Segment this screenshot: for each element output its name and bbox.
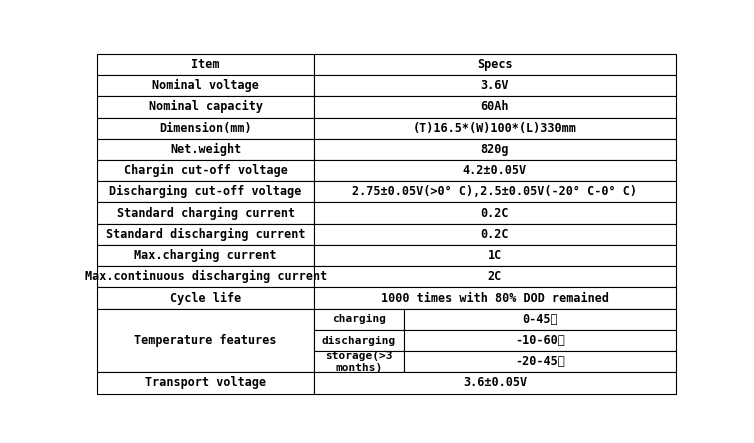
Bar xyxy=(97,181,314,202)
Bar xyxy=(314,351,404,373)
Bar xyxy=(97,117,314,139)
Bar xyxy=(314,309,404,330)
Text: 2.75±0.05V(>0° C),2.5±0.05V(-20° C-0° C): 2.75±0.05V(>0° C),2.5±0.05V(-20° C-0° C) xyxy=(352,185,637,198)
Text: Item: Item xyxy=(192,58,220,71)
Text: 4.2±0.05V: 4.2±0.05V xyxy=(463,164,527,177)
Text: Transport voltage: Transport voltage xyxy=(145,377,266,389)
Bar xyxy=(97,288,314,309)
Text: Nominal voltage: Nominal voltage xyxy=(152,79,259,92)
Bar xyxy=(314,266,676,288)
Bar xyxy=(97,160,314,181)
Text: 3.6±0.05V: 3.6±0.05V xyxy=(463,377,527,389)
Text: charging: charging xyxy=(332,314,386,324)
Text: 1000 times with 80% DOD remained: 1000 times with 80% DOD remained xyxy=(381,291,609,304)
Text: -20-45℃: -20-45℃ xyxy=(515,355,565,368)
Bar xyxy=(314,288,676,309)
Text: Cycle life: Cycle life xyxy=(170,291,241,305)
Text: Discharging cut-off voltage: Discharging cut-off voltage xyxy=(109,185,302,198)
Text: 3.6V: 3.6V xyxy=(480,79,509,92)
Bar xyxy=(314,245,676,266)
Bar xyxy=(314,139,676,160)
Bar xyxy=(97,266,314,288)
Text: storage(>3
months): storage(>3 months) xyxy=(325,351,393,373)
Text: 0.2C: 0.2C xyxy=(480,206,509,220)
Bar xyxy=(314,117,676,139)
Text: Net.weight: Net.weight xyxy=(170,143,241,156)
Bar xyxy=(97,224,314,245)
Text: Specs: Specs xyxy=(477,58,513,71)
Bar xyxy=(404,330,676,351)
Text: Nominal capacity: Nominal capacity xyxy=(149,101,262,113)
Bar xyxy=(314,373,676,393)
Bar xyxy=(404,309,676,330)
Text: Max.continuous discharging current: Max.continuous discharging current xyxy=(84,270,326,284)
Text: Standard discharging current: Standard discharging current xyxy=(106,228,305,241)
Text: 0.2C: 0.2C xyxy=(480,228,509,241)
Text: 1C: 1C xyxy=(488,249,502,262)
Text: discharging: discharging xyxy=(322,335,396,346)
Bar xyxy=(97,54,314,75)
Text: Dimension(mm): Dimension(mm) xyxy=(159,122,252,135)
Bar xyxy=(314,96,676,117)
Text: 0-45℃: 0-45℃ xyxy=(522,313,557,326)
Text: Chargin cut-off voltage: Chargin cut-off voltage xyxy=(124,164,287,177)
Text: 2C: 2C xyxy=(488,270,502,284)
Bar xyxy=(404,351,676,373)
Bar xyxy=(97,96,314,117)
Bar xyxy=(314,330,404,351)
Bar xyxy=(97,245,314,266)
Bar xyxy=(314,160,676,181)
Text: Temperature features: Temperature features xyxy=(134,334,277,347)
Text: Standard charging current: Standard charging current xyxy=(117,206,295,220)
Text: 820g: 820g xyxy=(480,143,509,156)
Bar xyxy=(314,54,676,75)
Bar xyxy=(97,373,314,393)
Text: Max.charging current: Max.charging current xyxy=(134,249,277,262)
Bar xyxy=(97,139,314,160)
Text: 60Ah: 60Ah xyxy=(480,101,509,113)
Bar xyxy=(97,309,314,373)
Bar xyxy=(97,202,314,224)
Bar xyxy=(314,202,676,224)
Bar xyxy=(314,224,676,245)
Text: -10-60℃: -10-60℃ xyxy=(515,334,565,347)
Bar xyxy=(314,181,676,202)
Bar xyxy=(314,75,676,96)
Text: (T)16.5*(W)100*(L)330mm: (T)16.5*(W)100*(L)330mm xyxy=(413,122,577,135)
Bar xyxy=(97,75,314,96)
